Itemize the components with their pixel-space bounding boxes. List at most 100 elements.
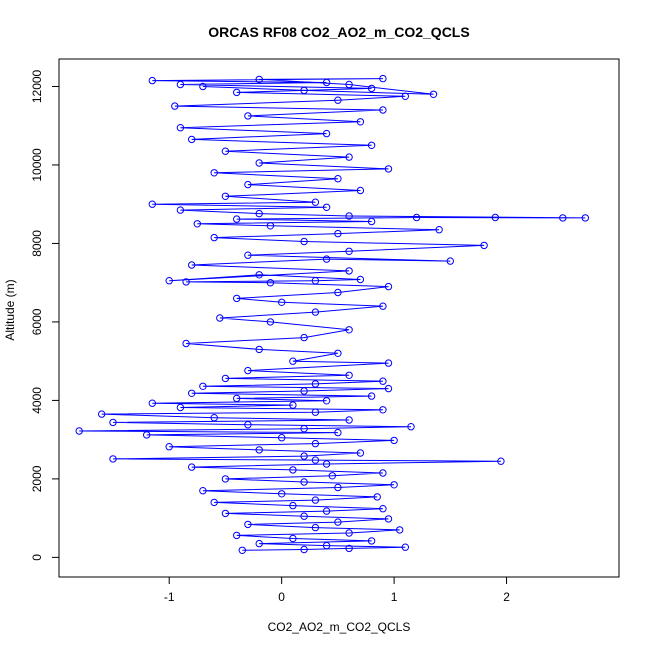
- data-point: [176, 206, 185, 214]
- data-point: [322, 460, 331, 468]
- data-point: [334, 175, 342, 183]
- data-point: [407, 423, 415, 431]
- data-point: [379, 406, 387, 414]
- data-point: [322, 255, 331, 263]
- data-point: [210, 169, 218, 177]
- data-point: [367, 141, 376, 150]
- data-point: [233, 215, 241, 223]
- data-point: [311, 308, 320, 316]
- data-point: [199, 82, 207, 91]
- data-point: [345, 267, 353, 275]
- data-point: [75, 427, 83, 435]
- data-point: [238, 546, 247, 554]
- x-tick-label: -1: [164, 590, 175, 604]
- data-point: [367, 217, 376, 226]
- data-point: [345, 544, 353, 553]
- data-point: [367, 537, 376, 545]
- data-point: [244, 520, 252, 529]
- data-point: [480, 241, 488, 250]
- data-point: [311, 198, 320, 206]
- data-point: [255, 345, 263, 354]
- data-point: [216, 314, 224, 322]
- y-tick-label: 6000: [30, 308, 44, 335]
- x-axis-label: CO2_AO2_m_CO2_QCLS: [268, 620, 411, 634]
- data-point: [289, 357, 297, 365]
- data-point: [188, 261, 196, 269]
- data-point: [379, 106, 387, 114]
- data-point: [401, 92, 409, 101]
- data-point: [334, 428, 342, 437]
- data-point: [373, 493, 381, 501]
- data-point: [221, 509, 230, 518]
- data-point: [334, 288, 342, 297]
- data-point: [356, 449, 365, 457]
- data-point: [390, 481, 398, 489]
- data-point: [188, 463, 196, 471]
- data-point: [379, 74, 387, 83]
- data-point: [233, 531, 241, 540]
- chart-title: ORCAS RF08 CO2_AO2_m_CO2_QCLS: [208, 24, 469, 40]
- data-point: [289, 466, 297, 474]
- data-point: [356, 186, 365, 195]
- data-point: [266, 222, 275, 230]
- data-point: [345, 247, 353, 256]
- data-point: [345, 326, 353, 334]
- y-tick-label: 0: [30, 554, 44, 561]
- data-point: [255, 209, 263, 218]
- data-point: [429, 90, 438, 99]
- data-point: [176, 124, 185, 132]
- data-point: [289, 401, 297, 409]
- data-point: [233, 88, 241, 97]
- data-point: [497, 457, 505, 465]
- y-tick-label: 10000: [30, 148, 44, 182]
- data-point: [491, 213, 499, 222]
- data-point: [210, 233, 218, 242]
- data-point: [278, 298, 286, 306]
- data-point: [379, 302, 387, 310]
- data-point: [401, 543, 409, 551]
- data-point: [300, 512, 308, 520]
- data-point: [300, 425, 308, 433]
- data-point: [345, 416, 353, 424]
- data-point: [171, 102, 179, 110]
- data-point: [322, 397, 331, 405]
- data-point: [289, 501, 297, 510]
- data-point: [266, 318, 275, 326]
- data-point: [300, 237, 308, 246]
- data-point: [109, 418, 117, 427]
- data-point: [233, 294, 241, 303]
- data-point: [334, 96, 342, 104]
- data-point: [300, 86, 308, 95]
- data-point: [221, 374, 230, 383]
- data-point: [98, 410, 106, 418]
- y-tick-label: 2000: [30, 465, 44, 492]
- x-tick-label: 0: [278, 590, 285, 604]
- data-point: [311, 277, 320, 285]
- data-point: [255, 271, 263, 279]
- data-point: [300, 452, 308, 460]
- data-point: [384, 515, 393, 523]
- data-point: [345, 153, 353, 161]
- x-tick-label: 1: [391, 590, 398, 604]
- data-point: [322, 78, 331, 87]
- x-tick-label: 2: [503, 590, 510, 604]
- data-point: [384, 384, 393, 393]
- data-point: [379, 469, 387, 477]
- data-point: [148, 76, 157, 85]
- data-point: [255, 539, 263, 548]
- data-point: [311, 380, 320, 388]
- data-point: [379, 377, 387, 385]
- data-point: [233, 394, 241, 403]
- data-point: [300, 333, 308, 342]
- data-point: [356, 118, 365, 126]
- data-point: [221, 147, 230, 155]
- data-point: [255, 159, 263, 167]
- data-point: [334, 349, 342, 357]
- y-tick-label: 12000: [30, 69, 44, 103]
- plot-area: [75, 74, 589, 554]
- data-point: [396, 526, 404, 534]
- data-point: [221, 475, 230, 483]
- data-point: [300, 545, 308, 554]
- data-point: [322, 507, 331, 515]
- data-point: [244, 112, 252, 120]
